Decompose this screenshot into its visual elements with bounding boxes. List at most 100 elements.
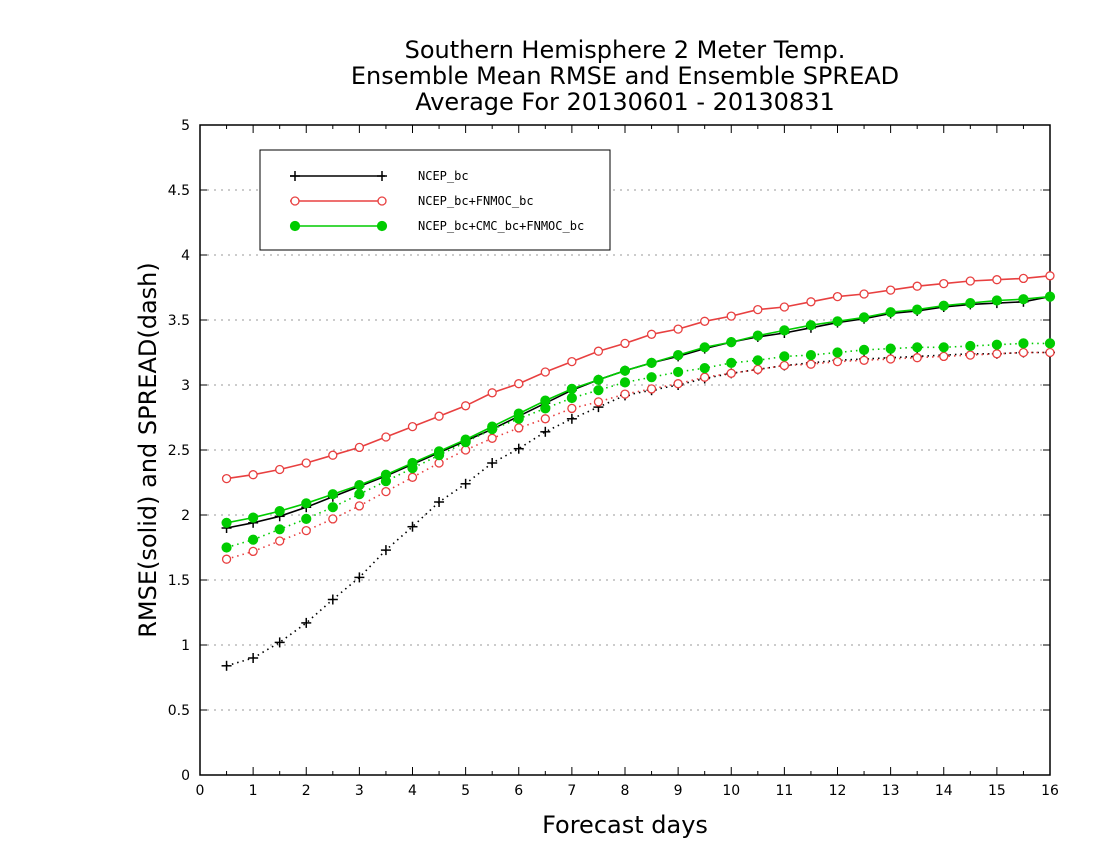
- series-1: [221, 271, 1055, 564]
- spread-point: [858, 344, 870, 355]
- spread-point: [938, 342, 949, 353]
- spread-point: [221, 660, 232, 671]
- spread-point: [700, 372, 710, 382]
- spread-point: [1044, 338, 1056, 349]
- x-tick-label: 10: [722, 783, 740, 799]
- spread-point: [301, 525, 311, 536]
- y-tick-label: 4.5: [168, 183, 190, 199]
- rmse-point: [806, 297, 816, 307]
- rmse-point: [673, 350, 684, 361]
- rmse-point: [832, 291, 843, 302]
- x-tick-label: 11: [775, 783, 793, 799]
- y-tick-label: 2: [181, 508, 190, 524]
- rmse-point: [327, 489, 338, 500]
- spread-point: [381, 486, 391, 497]
- rmse-point: [938, 300, 949, 311]
- x-tick-label: 9: [674, 783, 683, 799]
- spread-point: [939, 351, 949, 362]
- rmse-point: [248, 512, 259, 523]
- rmse-line: [226, 275, 1051, 480]
- x-tick-label: 8: [621, 783, 630, 799]
- rmse-point: [965, 298, 976, 309]
- x-tick-label: 16: [1041, 783, 1059, 799]
- title-line-2: Ensemble Mean RMSE and Ensemble SPREAD: [351, 62, 899, 90]
- legend-marker: [290, 196, 300, 206]
- rmse-point: [646, 329, 657, 339]
- y-tick-label: 0: [181, 768, 190, 784]
- spread-point: [726, 368, 736, 378]
- legend-label: NCEP_bc+FNMOC_bc: [418, 194, 534, 208]
- spread-point: [885, 354, 896, 364]
- rmse-point: [248, 470, 258, 480]
- title-line-3: Average For 20130601 - 20130831: [415, 88, 835, 116]
- y-tick-label: 4: [181, 248, 190, 264]
- spread-point: [832, 356, 843, 367]
- legend-marker: [377, 196, 387, 206]
- spread-point: [912, 342, 923, 353]
- spread-point: [301, 617, 312, 628]
- y-tick-label: 1: [181, 638, 190, 654]
- spread-point: [566, 392, 577, 404]
- spread-point: [513, 443, 524, 454]
- spread-point: [673, 366, 684, 378]
- spread-point: [514, 423, 524, 433]
- chart-title: Southern Hemisphere 2 Meter Temp. Ensemb…: [351, 36, 899, 116]
- title-line-1: Southern Hemisphere 2 Meter Temp.: [405, 36, 846, 64]
- y-tick-label: 3.5: [168, 313, 190, 329]
- rmse-point: [540, 367, 550, 377]
- rmse-point: [620, 338, 630, 349]
- rmse-point: [752, 330, 763, 341]
- legend-marker: [377, 171, 387, 181]
- rmse-point: [699, 342, 710, 353]
- rmse-point: [460, 434, 471, 445]
- gridlines: [200, 189, 1050, 711]
- spread-point: [1018, 338, 1029, 349]
- rmse-point: [912, 304, 923, 315]
- spread-point: [965, 350, 975, 360]
- legend: NCEP_bc NCEP_bc+FNMOC_bc NCEP_bc+CMC_bc+FN…: [259, 149, 611, 251]
- spread-point: [885, 343, 896, 354]
- spread-line: [226, 351, 1050, 560]
- rmse-point: [1018, 273, 1029, 284]
- x-tick-label: 7: [567, 783, 576, 799]
- rmse-point: [991, 295, 1002, 306]
- spread-point: [540, 426, 551, 437]
- spread-point: [407, 472, 418, 482]
- y-tick-label: 3: [181, 378, 190, 394]
- y-tick-label: 2.5: [168, 443, 190, 459]
- rmse-point: [885, 285, 896, 295]
- spread-point: [487, 433, 497, 443]
- spread-point: [619, 377, 631, 388]
- spread-point: [726, 357, 737, 368]
- spread-point: [274, 524, 285, 535]
- rmse-line: [226, 295, 1051, 529]
- rmse-point: [274, 506, 285, 517]
- spread-point: [806, 359, 816, 369]
- rmse-point: [487, 388, 497, 398]
- legend-label: NCEP_bc: [418, 169, 469, 183]
- rmse-point: [221, 517, 232, 528]
- spread-point: [487, 458, 498, 468]
- spread-point: [354, 572, 365, 583]
- x-tick-label: 13: [882, 783, 900, 799]
- spread-point: [699, 363, 710, 374]
- spread-point: [248, 534, 259, 545]
- y-tick-label: 1.5: [168, 573, 190, 589]
- spread-point: [832, 347, 843, 358]
- rmse-point: [275, 464, 285, 475]
- spread-point: [567, 403, 577, 414]
- spread-point: [593, 385, 604, 396]
- spread-point: [327, 594, 338, 605]
- rmse-point: [912, 281, 922, 291]
- x-tick-label: 3: [355, 783, 364, 799]
- rmse-point: [858, 312, 870, 323]
- spread-line: [226, 342, 1050, 549]
- rmse-point: [593, 374, 604, 385]
- rmse-point: [513, 408, 524, 419]
- spread-point: [965, 340, 976, 352]
- rmse-point: [779, 325, 790, 336]
- legend-label: NCEP_bc+CMC_bc+FNMOC_bc: [418, 219, 584, 233]
- rmse-point: [328, 450, 338, 460]
- rmse-point: [1044, 291, 1056, 302]
